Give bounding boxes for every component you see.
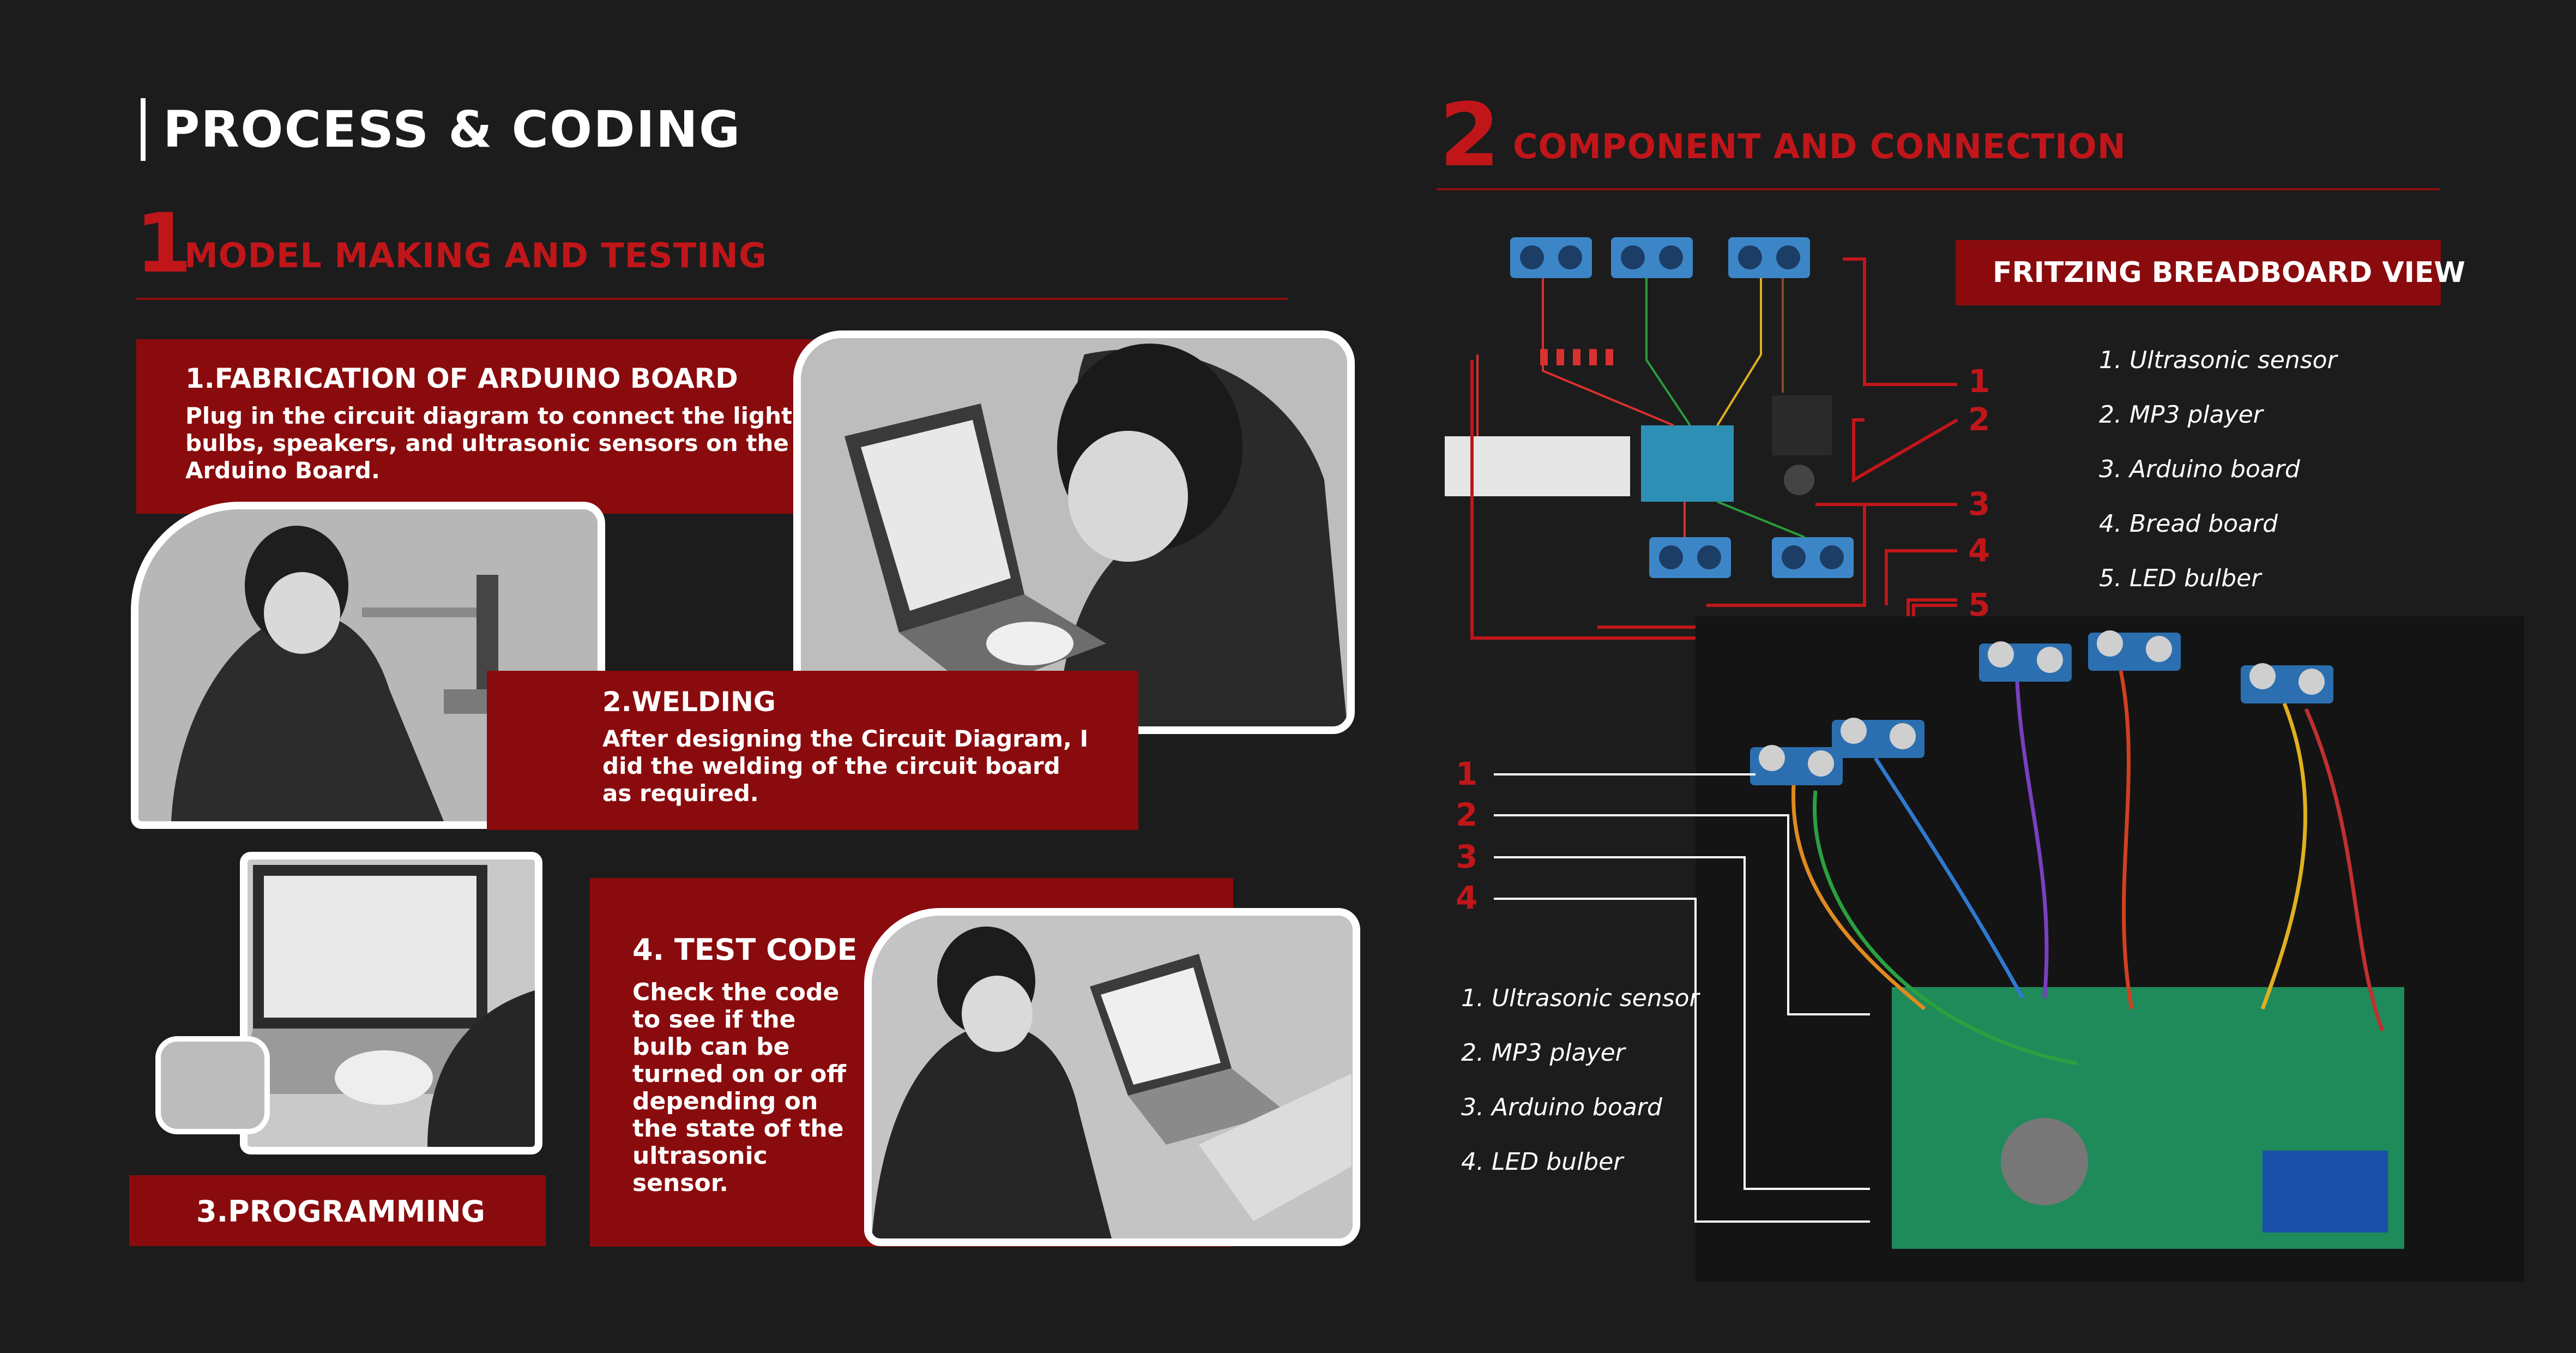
test-code-text: Check the code to see if the bulb can be… [632, 978, 847, 1197]
photo-circuit-small [155, 1036, 270, 1134]
section-1-number: 1 [135, 196, 192, 291]
physical-callout-3: 3 [1456, 838, 1478, 875]
test-code-title: 4. TEST CODE [632, 933, 858, 967]
fabrication-title: 1.FABRICATION OF ARDUINO BOARD [185, 363, 738, 394]
physical-callout-lines [1494, 773, 1870, 1223]
fritzing-legend-item: 2. MP3 player [2099, 401, 2263, 429]
physical-legend-item: 1. Ultrasonic sensor [1461, 984, 1699, 1012]
physical-legend-item: 4. LED bulber [1461, 1148, 1624, 1176]
section-2-number: 2 [1439, 84, 1500, 186]
fritzing-label: FRITZING BREADBOARD VIEW [1993, 256, 2465, 289]
page-title: PROCESS & CODING [141, 98, 741, 161]
physical-legend: 1. Ultrasonic sensor 2. MP3 player 3. Ar… [1461, 984, 1699, 1202]
fritzing-callout-2: 2 [1968, 401, 1990, 438]
section-1-title: MODEL MAKING AND TESTING [184, 236, 767, 275]
fabrication-text: Plug in the circuit diagram to connect t… [185, 402, 793, 484]
fritzing-callout-1: 1 [1968, 363, 1990, 400]
physical-callout-4: 4 [1456, 879, 1478, 916]
photo-programming [240, 852, 542, 1154]
physical-legend-item: 2. MP3 player [1461, 1039, 1625, 1067]
fritzing-callout-4: 4 [1968, 532, 1990, 569]
fritzing-legend: 1. Ultrasonic sensor 2. MP3 player 3. Ar… [2099, 346, 2337, 619]
welding-text: After designing the Circuit Diagram, I d… [602, 725, 1089, 807]
section-1-rule [136, 298, 1288, 300]
photo-laptop-wiring [793, 330, 1355, 734]
photo-physical-circuit [1696, 616, 2524, 1282]
welding-title: 2.WELDING [602, 686, 776, 718]
welding-panel [487, 671, 1138, 830]
physical-legend-item: 3. Arduino board [1461, 1093, 1662, 1121]
section-2-title: COMPONENT AND CONNECTION [1513, 127, 2126, 166]
fritzing-callout-3: 3 [1968, 485, 1990, 522]
photo-test-code [864, 908, 1360, 1246]
fritzing-legend-item: 3. Arduino board [2099, 455, 2300, 483]
programming-title: 3.PROGRAMMING [196, 1194, 485, 1229]
physical-callout-2: 2 [1456, 796, 1478, 833]
fritzing-legend-item: 1. Ultrasonic sensor [2099, 346, 2337, 374]
fritzing-diagram [1445, 229, 1875, 600]
section-2-rule [1437, 188, 2440, 190]
fritzing-label-box [1956, 240, 2441, 305]
fritzing-legend-item: 4. Bread board [2099, 510, 2278, 538]
fritzing-legend-item: 5. LED bulber [2099, 564, 2261, 592]
programming-panel [129, 1175, 546, 1246]
fabrication-panel [136, 339, 845, 514]
physical-callout-1: 1 [1456, 755, 1478, 792]
fritzing-callout-lines [1470, 257, 1958, 640]
